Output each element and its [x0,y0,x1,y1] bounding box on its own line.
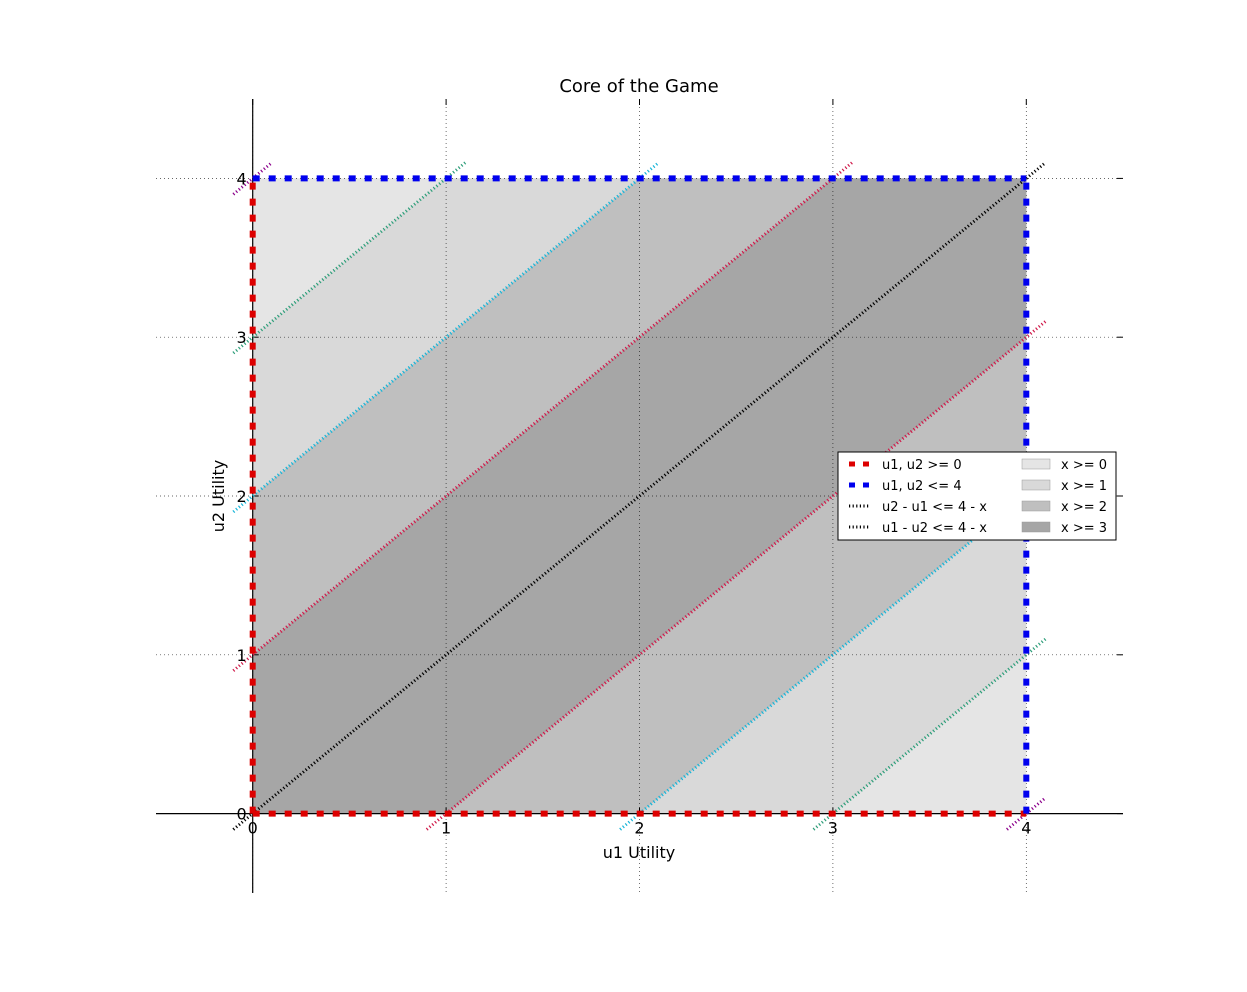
legend-label-patch-1: x >= 1 [1061,479,1107,494]
x-tick-label-4: 4 [1021,819,1031,838]
legend-line-entries: u1, u2 >= 0 u1, u2 <= 4 u2 - u1 <= 4 - x u1… [849,458,987,536]
y-tick-label-0: 0 [237,805,247,824]
x-tick-label-2: 2 [634,819,644,838]
legend-label-line-0: u1, u2 >= 0 [882,458,962,473]
legend-label-patch-0: x >= 0 [1061,458,1107,473]
y-tick-label-1: 1 [237,646,247,665]
y-tick-label-4: 4 [237,169,247,188]
legend: u1, u2 >= 0 u1, u2 <= 4 u2 - u1 <= 4 - x u1… [837,451,1117,541]
diagonal-line-0 [232,161,273,196]
legend-label-line-1: u1, u2 <= 4 [882,479,962,494]
diagonal-line-5 [425,320,1047,831]
y-tick-label-2: 2 [237,487,247,506]
diagonal-line-8 [1006,796,1047,831]
legend-patch-2 [1021,500,1051,512]
tick-labels: 0 1 2 3 4 0 1 2 3 4 [237,169,1032,837]
x-tick-label-3: 3 [828,819,838,838]
legend-box [837,451,1117,541]
legend-patch-3 [1021,521,1051,533]
legend-patch-entries: x >= 0 x >= 1 x >= 2 x >= 3 [1021,458,1107,536]
chart-title: Core of the Game [559,76,718,97]
boundary-lines [249,175,1030,817]
legend-label-line-2: u2 - u1 <= 4 - x [882,500,987,515]
legend-patch-0 [1021,458,1051,470]
diagonal-line-3 [232,161,854,672]
y-axis-label: u2 Utility [209,460,228,532]
legend-patch-1 [1021,479,1051,491]
x-tick-label-1: 1 [441,819,451,838]
y-tick-label-3: 3 [237,328,247,347]
legend-label-line-3: u1 - u2 <= 4 - x [882,521,987,536]
diagonal-constraint-lines [232,161,1047,831]
legend-label-patch-3: x >= 3 [1061,521,1107,536]
x-tick-label-0: 0 [248,819,258,838]
diagonal-line-4 [232,161,1047,831]
legend-label-patch-2: x >= 2 [1061,500,1107,515]
x-axis-label: u1 Utility [603,843,675,862]
